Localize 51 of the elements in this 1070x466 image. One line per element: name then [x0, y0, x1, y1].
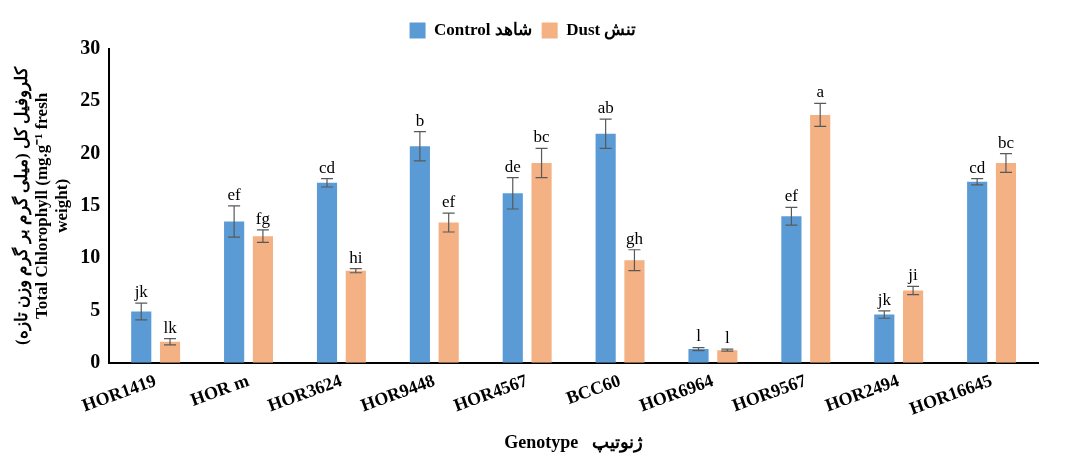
data-label: fg — [255, 208, 271, 228]
data-label: hi — [349, 247, 363, 267]
data-label: cd — [969, 157, 986, 177]
data-label: ef — [784, 186, 799, 206]
data-label: cd — [318, 157, 336, 177]
bar — [810, 114, 831, 363]
bar — [252, 236, 273, 363]
bar — [224, 221, 245, 363]
y-tick-label: 15 — [80, 193, 101, 216]
y-tick-label: 10 — [80, 245, 101, 268]
legend-label: Control شاهد — [434, 19, 532, 39]
data-label: gh — [625, 228, 644, 248]
data-label: a — [816, 82, 825, 102]
bar — [967, 181, 988, 363]
bar — [595, 133, 616, 363]
bar — [717, 350, 738, 363]
data-label: l — [724, 328, 730, 348]
data-label: ji — [907, 265, 919, 285]
bar — [624, 260, 645, 363]
data-label: jk — [133, 282, 149, 302]
bar — [874, 314, 895, 363]
bar — [903, 290, 924, 363]
y-tick-label: 30 — [80, 36, 101, 59]
bar — [502, 193, 523, 363]
data-label: bc — [533, 127, 551, 147]
data-label: jk — [876, 289, 892, 309]
bar — [409, 146, 430, 363]
bar — [131, 311, 152, 363]
data-label: l — [696, 326, 702, 346]
x-axis-title: Genotype ژنوتیپ — [504, 431, 643, 453]
data-label: lk — [163, 317, 178, 337]
data-label: ef — [442, 192, 456, 212]
y-tick-label: 20 — [80, 140, 101, 163]
bar — [438, 222, 459, 363]
bar — [345, 270, 366, 363]
bar — [531, 162, 552, 363]
data-label: bc — [997, 132, 1015, 152]
y-tick-label: 25 — [80, 88, 101, 111]
x-tick-label: HOR m — [187, 370, 252, 410]
data-label: ef — [227, 184, 242, 204]
y-tick-label: 5 — [90, 297, 101, 320]
x-tick-label: BCC60 — [563, 370, 623, 409]
data-label: ab — [597, 98, 614, 118]
y-tick-label: 0 — [90, 349, 101, 372]
data-label: b — [415, 110, 425, 130]
bar — [316, 182, 338, 363]
bar — [688, 349, 709, 363]
legend-label: Dust تنش — [566, 19, 637, 40]
data-label: de — [504, 156, 521, 176]
bar — [995, 162, 1017, 363]
bar — [781, 216, 802, 363]
